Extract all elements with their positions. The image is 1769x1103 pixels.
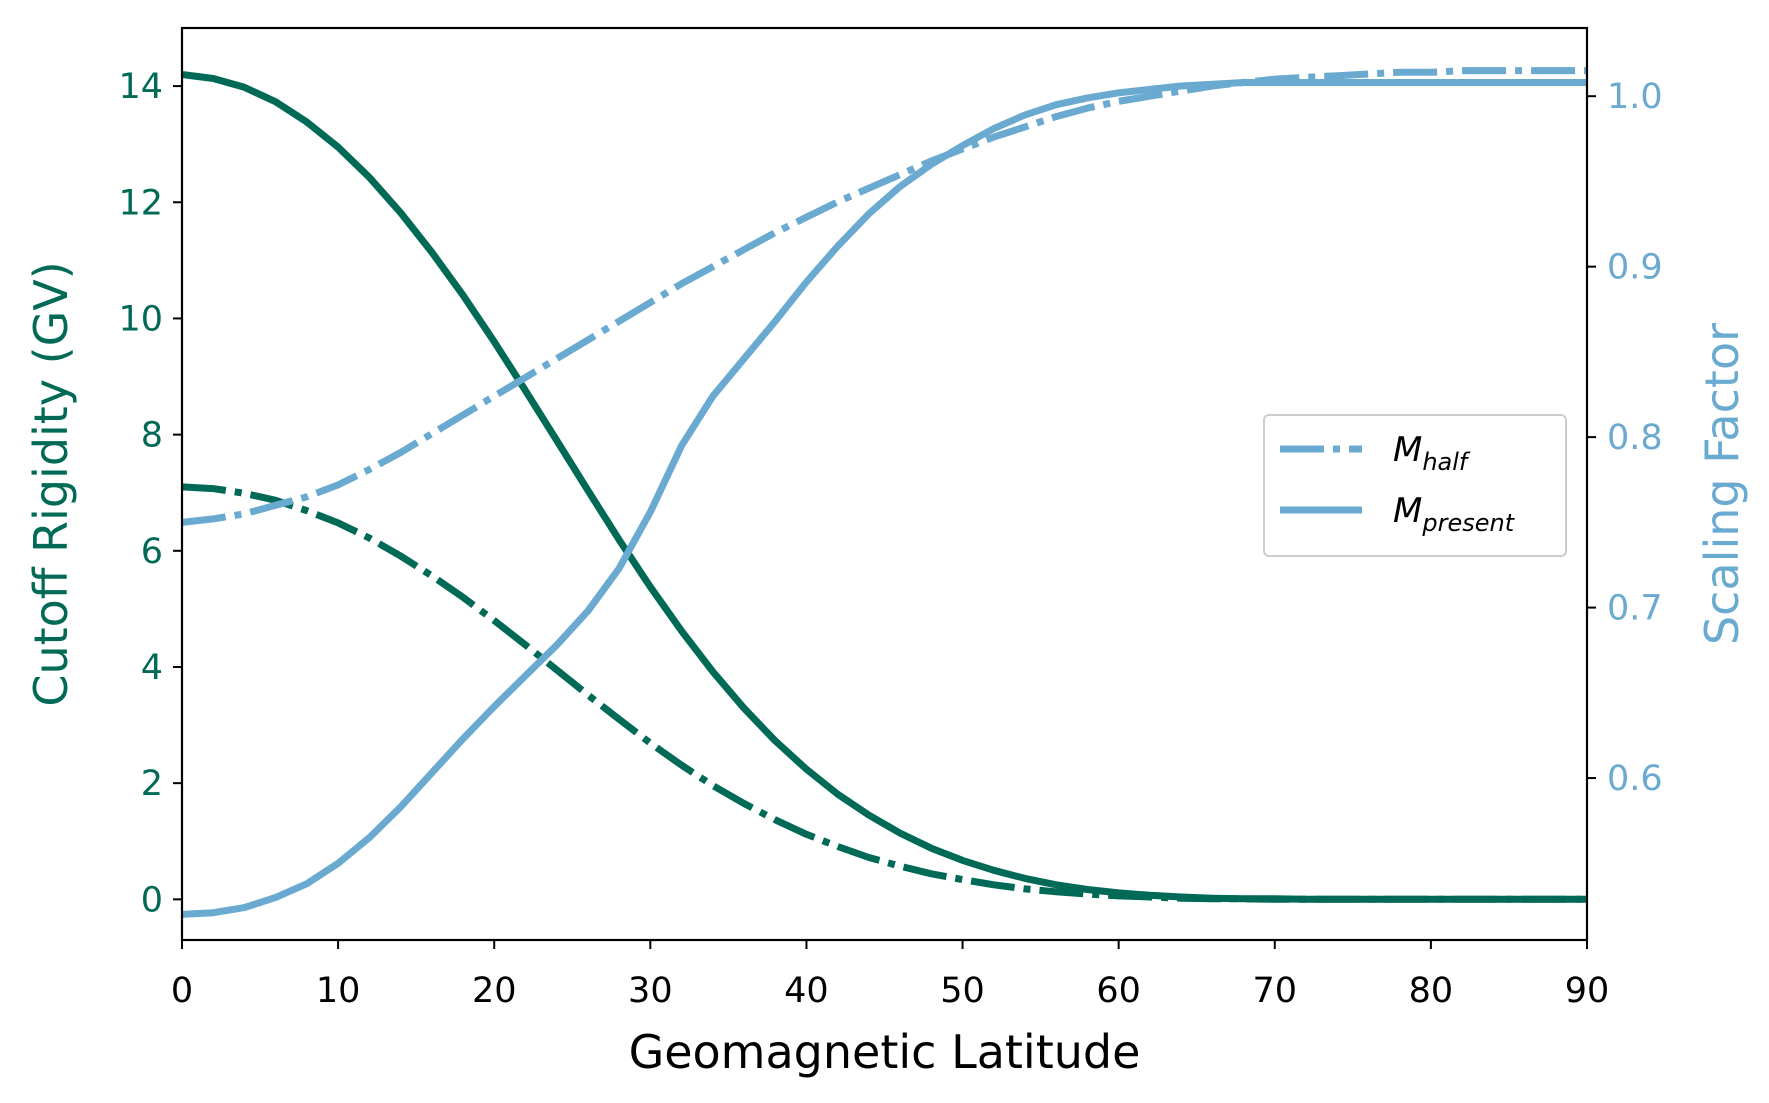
left-y-axis: 0 2 4 6 8 10 12 14 [118,67,182,920]
legend: Mhalf Mpresent [1263,414,1567,557]
x-tick-label: 70 [1253,971,1298,1011]
right-y-axis: 0.6 0.7 0.8 0.9 1.0 [1587,77,1663,799]
x-axis: 0 10 20 30 40 50 60 70 80 90 [171,940,1609,1011]
y-right-tick-label: 0.7 [1607,589,1663,629]
x-tick-label: 10 [316,971,361,1011]
y-left-tick-label: 10 [118,299,163,339]
y-left-tick-label: 0 [141,880,163,920]
series-line-right-solid-2 [181,79,1587,918]
y-right-tick-label: 1.0 [1607,77,1663,117]
series-layer [181,67,1587,918]
legend-label-half: Mhalf [1393,430,1471,476]
legend-label-half-sub: half [1422,448,1471,476]
series-line-left-dashdot-1 [181,483,1587,903]
y-left-tick-label: 4 [141,648,163,688]
y-left-tick-label: 14 [118,67,163,107]
x-tick-label: 40 [784,971,829,1011]
x-tick-label: 30 [628,971,673,1011]
y-left-tick-label: 8 [141,416,163,456]
y-right-tick-label: 0.6 [1607,759,1663,799]
y-left-tick-label: 6 [141,532,163,572]
legend-label-present-sub: present [1421,509,1515,537]
x-axis-label: Geomagnetic Latitude [629,1025,1141,1079]
y-left-tick-label: 12 [118,183,163,223]
x-tick-label: 60 [1096,971,1141,1011]
x-tick-label: 90 [1565,971,1610,1011]
right-y-axis-label: Scaling Factor [1695,323,1749,645]
x-tick-label: 80 [1409,971,1454,1011]
x-tick-label: 20 [472,971,517,1011]
y-right-tick-label: 0.8 [1607,418,1663,458]
series-line-right-dashdot-3 [181,67,1587,526]
legend-label-present: Mpresent [1393,491,1516,537]
left-y-axis-label: Cutoff Rigidity (GV) [24,261,78,706]
x-tick-label: 50 [940,971,985,1011]
y-left-tick-label: 2 [141,764,163,804]
x-tick-label: 0 [171,971,193,1011]
legend-label-half-base: M [1393,430,1422,470]
y-right-tick-label: 0.9 [1607,248,1663,288]
legend-label-present-base: M [1393,491,1422,531]
plot-frame [180,26,1589,942]
